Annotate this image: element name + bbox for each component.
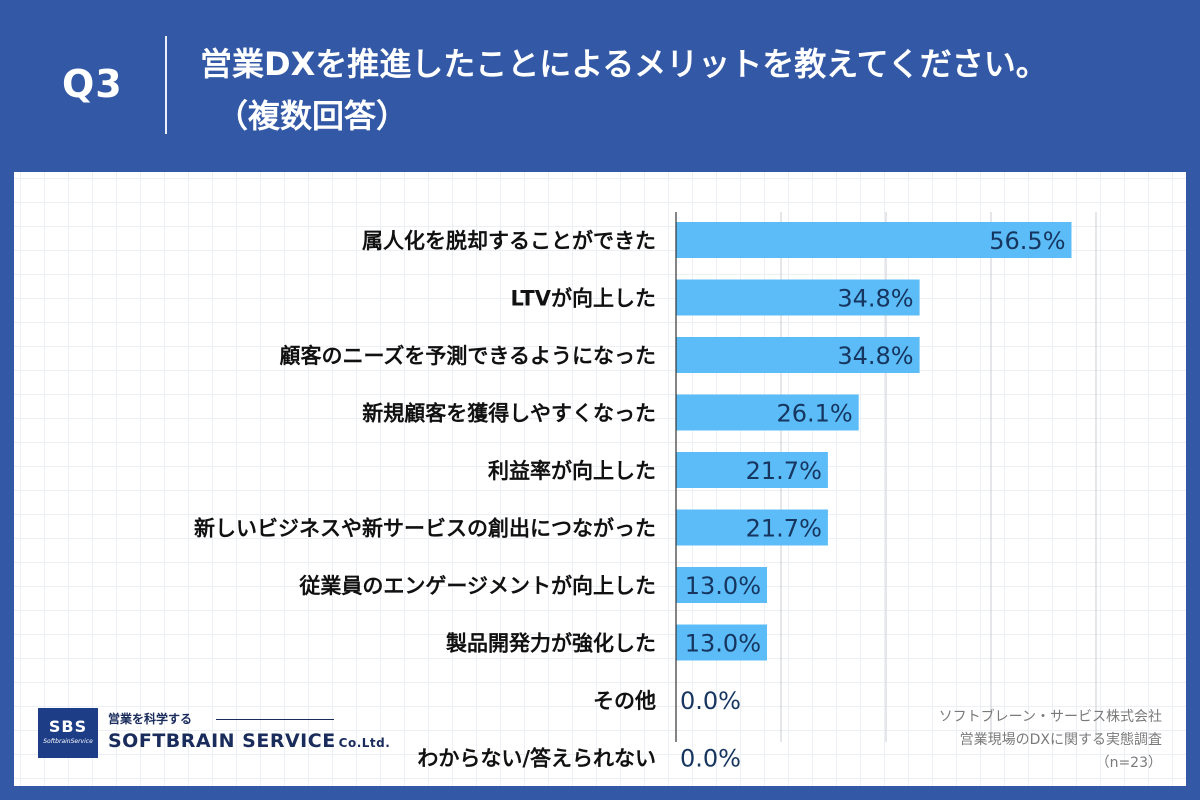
category-label: 新しいビジネスや新サービスの創出につながった	[194, 517, 656, 541]
logo-company-suffix: Co.Ltd.	[338, 736, 391, 750]
logo-rule	[216, 719, 334, 720]
category-label: 顧客のニーズを予測できるようになった	[279, 344, 656, 368]
company-logo: SBS SoftbrainService 営業を科学する SOFTBRAIN S…	[38, 700, 390, 760]
data-label: 34.8%	[837, 342, 913, 370]
data-label: 13.0%	[685, 572, 761, 600]
header: Q3 営業DXを推進したことによるメリットを教えてください。 （複数回答）	[0, 0, 1200, 172]
bar	[676, 279, 920, 316]
data-label: 0.0%	[680, 745, 741, 773]
chart-panel: 属人化を脱却することができた 56.5% LTVが向上した 34.8% 顧客のニーズを予…	[14, 172, 1186, 786]
logo-mark: SBS SoftbrainService	[38, 708, 98, 758]
source-company: ソフトブレーン・サービス株式会社	[938, 709, 1162, 725]
question-title: 営業DXを推進したことによるメリットを教えてください。 （複数回答）	[200, 38, 1180, 142]
logo-company-name: SOFTBRAIN SERVICE	[108, 730, 336, 752]
logo-tagline: 営業を科学する	[108, 712, 193, 726]
bar	[676, 567, 767, 603]
category-label: LTVが向上した	[511, 287, 656, 311]
category-label: わからない/答えられない	[417, 747, 656, 771]
bar	[676, 337, 920, 373]
data-label: 0.0%	[680, 687, 741, 715]
question-number: Q3	[62, 62, 123, 106]
bar	[676, 222, 1072, 258]
bar	[676, 624, 767, 661]
bar	[676, 452, 828, 488]
category-label: 新規顧客を獲得しやすくなった	[362, 402, 656, 426]
logo-mark-subtext: SoftbrainService	[43, 738, 93, 745]
category-label: 属人化を脱却することができた	[362, 229, 656, 253]
source-note: ソフトブレーン・サービス株式会社 営業現場のDXに関する実態調査 （n=23）	[939, 706, 1162, 775]
data-label: 34.8%	[837, 285, 913, 313]
header-divider	[165, 36, 167, 134]
logo-name: SOFTBRAIN SERVICE Co.Ltd.	[108, 730, 390, 752]
bar-chart: 属人化を脱却することができた 56.5% LTVが向上した 34.8% 顧客のニーズを予…	[194, 212, 1097, 773]
bar	[676, 394, 859, 431]
question-title-line1: 営業DXを推進したことによるメリットを教えてください。	[200, 45, 1048, 83]
bar	[676, 509, 828, 546]
source-sample-size: （n=23）	[1095, 755, 1162, 771]
data-label: 26.1%	[776, 400, 852, 428]
category-label: 利益率が向上した	[488, 459, 656, 483]
category-label: その他	[593, 689, 656, 713]
source-survey: 営業現場のDXに関する実態調査	[959, 732, 1162, 748]
question-title-line2: （複数回答）	[216, 97, 409, 135]
data-label: 21.7%	[746, 457, 822, 485]
category-label: 製品開発力が強化した	[445, 632, 656, 656]
data-label: 13.0%	[685, 630, 761, 658]
category-label: 従業員のエンゲージメントが向上した	[298, 574, 656, 598]
data-label: 56.5%	[989, 227, 1065, 255]
logo-abbr: SBS	[48, 717, 88, 736]
data-label: 21.7%	[746, 515, 822, 543]
